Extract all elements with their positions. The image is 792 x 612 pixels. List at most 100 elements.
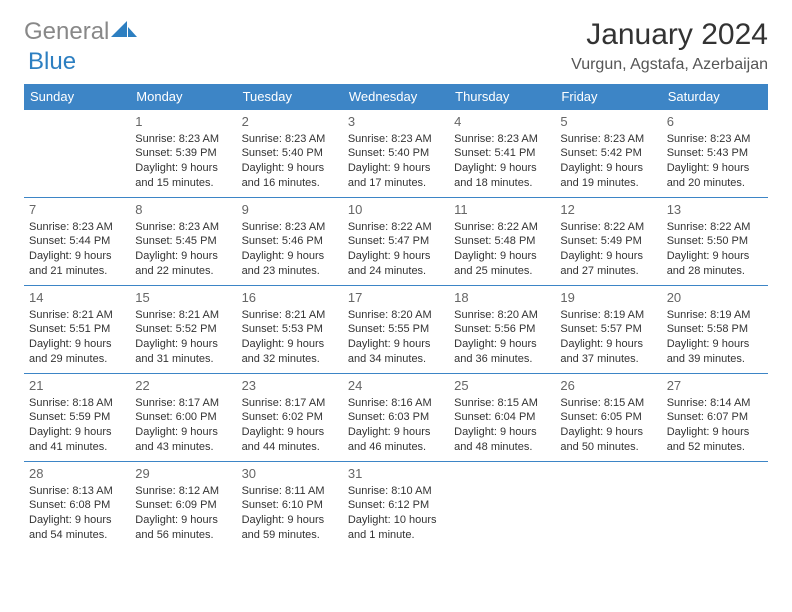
logo-text-blue: Blue <box>28 48 76 75</box>
daylight-text: Daylight: 9 hours <box>29 249 125 264</box>
location: Vurgun, Agstafa, Azerbaijan <box>571 56 768 74</box>
sunset-text: Sunset: 5:40 PM <box>348 146 444 161</box>
calendar-day-cell: 7Sunrise: 8:23 AMSunset: 5:44 PMDaylight… <box>24 198 130 286</box>
sunset-text: Sunset: 5:50 PM <box>667 234 763 249</box>
calendar-day-cell: 9Sunrise: 8:23 AMSunset: 5:46 PMDaylight… <box>237 198 343 286</box>
daylight-text: Daylight: 9 hours <box>242 425 338 440</box>
sunrise-text: Sunrise: 8:22 AM <box>348 220 444 235</box>
day-number: 4 <box>454 113 550 131</box>
day-number: 3 <box>348 113 444 131</box>
sunset-text: Sunset: 5:45 PM <box>135 234 231 249</box>
daylight-text: Daylight: 9 hours <box>348 425 444 440</box>
daylight-text: and 37 minutes. <box>560 352 656 367</box>
daylight-text: Daylight: 9 hours <box>242 249 338 264</box>
calendar-day-cell: 23Sunrise: 8:17 AMSunset: 6:02 PMDayligh… <box>237 374 343 462</box>
calendar-week-row: 14Sunrise: 8:21 AMSunset: 5:51 PMDayligh… <box>24 286 768 374</box>
sunrise-text: Sunrise: 8:22 AM <box>454 220 550 235</box>
daylight-text: Daylight: 9 hours <box>667 425 763 440</box>
calendar-day-cell: 16Sunrise: 8:21 AMSunset: 5:53 PMDayligh… <box>237 286 343 374</box>
sunset-text: Sunset: 5:39 PM <box>135 146 231 161</box>
daylight-text: and 54 minutes. <box>29 528 125 543</box>
sunrise-text: Sunrise: 8:10 AM <box>348 484 444 499</box>
daylight-text: and 56 minutes. <box>135 528 231 543</box>
sunset-text: Sunset: 6:00 PM <box>135 410 231 425</box>
sunset-text: Sunset: 6:05 PM <box>560 410 656 425</box>
sunrise-text: Sunrise: 8:20 AM <box>454 308 550 323</box>
daylight-text: and 1 minute. <box>348 528 444 543</box>
title-block: January 2024 Vurgun, Agstafa, Azerbaijan <box>571 18 768 74</box>
sunrise-text: Sunrise: 8:19 AM <box>667 308 763 323</box>
sunset-text: Sunset: 5:51 PM <box>29 322 125 337</box>
daylight-text: and 32 minutes. <box>242 352 338 367</box>
day-number: 20 <box>667 289 763 307</box>
daylight-text: Daylight: 9 hours <box>29 337 125 352</box>
day-number: 13 <box>667 201 763 219</box>
sunrise-text: Sunrise: 8:23 AM <box>242 132 338 147</box>
sunset-text: Sunset: 5:49 PM <box>560 234 656 249</box>
day-number: 30 <box>242 465 338 483</box>
calendar-day-cell: 15Sunrise: 8:21 AMSunset: 5:52 PMDayligh… <box>130 286 236 374</box>
day-number: 8 <box>135 201 231 219</box>
daylight-text: Daylight: 9 hours <box>348 337 444 352</box>
sunset-text: Sunset: 6:10 PM <box>242 498 338 513</box>
calendar-day-cell: 18Sunrise: 8:20 AMSunset: 5:56 PMDayligh… <box>449 286 555 374</box>
sunrise-text: Sunrise: 8:22 AM <box>560 220 656 235</box>
logo: General <box>24 18 137 46</box>
daylight-text: and 21 minutes. <box>29 264 125 279</box>
daylight-text: Daylight: 9 hours <box>135 337 231 352</box>
daylight-text: Daylight: 9 hours <box>135 249 231 264</box>
weekday-header: Monday <box>130 84 236 110</box>
calendar-day-cell <box>555 462 661 550</box>
month-title: January 2024 <box>571 18 768 52</box>
sunset-text: Sunset: 5:43 PM <box>667 146 763 161</box>
day-number: 6 <box>667 113 763 131</box>
day-number: 25 <box>454 377 550 395</box>
logo-blue-wrap: Blue <box>28 48 76 76</box>
calendar-week-row: 28Sunrise: 8:13 AMSunset: 6:08 PMDayligh… <box>24 462 768 550</box>
daylight-text: Daylight: 9 hours <box>29 513 125 528</box>
daylight-text: and 36 minutes. <box>454 352 550 367</box>
sunset-text: Sunset: 5:55 PM <box>348 322 444 337</box>
sunrise-text: Sunrise: 8:20 AM <box>348 308 444 323</box>
day-number: 29 <box>135 465 231 483</box>
daylight-text: and 43 minutes. <box>135 440 231 455</box>
day-number: 31 <box>348 465 444 483</box>
daylight-text: and 31 minutes. <box>135 352 231 367</box>
day-number: 9 <box>242 201 338 219</box>
calendar-page: General January 2024 Vurgun, Agstafa, Az… <box>0 0 792 567</box>
day-number: 18 <box>454 289 550 307</box>
daylight-text: Daylight: 9 hours <box>29 425 125 440</box>
daylight-text: and 44 minutes. <box>242 440 338 455</box>
weekday-header: Thursday <box>449 84 555 110</box>
day-number: 21 <box>29 377 125 395</box>
calendar-day-cell: 27Sunrise: 8:14 AMSunset: 6:07 PMDayligh… <box>662 374 768 462</box>
sunset-text: Sunset: 5:40 PM <box>242 146 338 161</box>
daylight-text: and 23 minutes. <box>242 264 338 279</box>
sunset-text: Sunset: 5:41 PM <box>454 146 550 161</box>
daylight-text: Daylight: 9 hours <box>454 249 550 264</box>
day-number: 12 <box>560 201 656 219</box>
weekday-header: Wednesday <box>343 84 449 110</box>
calendar-day-cell: 30Sunrise: 8:11 AMSunset: 6:10 PMDayligh… <box>237 462 343 550</box>
sunrise-text: Sunrise: 8:21 AM <box>242 308 338 323</box>
daylight-text: and 16 minutes. <box>242 176 338 191</box>
logo-sail-icon <box>111 18 137 46</box>
sunset-text: Sunset: 5:57 PM <box>560 322 656 337</box>
day-number: 19 <box>560 289 656 307</box>
day-number: 24 <box>348 377 444 395</box>
calendar-day-cell: 28Sunrise: 8:13 AMSunset: 6:08 PMDayligh… <box>24 462 130 550</box>
daylight-text: and 20 minutes. <box>667 176 763 191</box>
calendar-week-row: 1Sunrise: 8:23 AMSunset: 5:39 PMDaylight… <box>24 110 768 198</box>
calendar-day-cell: 20Sunrise: 8:19 AMSunset: 5:58 PMDayligh… <box>662 286 768 374</box>
daylight-text: and 52 minutes. <box>667 440 763 455</box>
day-number: 7 <box>29 201 125 219</box>
weekday-header: Saturday <box>662 84 768 110</box>
sunrise-text: Sunrise: 8:18 AM <box>29 396 125 411</box>
daylight-text: Daylight: 9 hours <box>560 161 656 176</box>
day-number: 14 <box>29 289 125 307</box>
sunset-text: Sunset: 6:02 PM <box>242 410 338 425</box>
daylight-text: Daylight: 9 hours <box>560 425 656 440</box>
day-number: 2 <box>242 113 338 131</box>
day-number: 15 <box>135 289 231 307</box>
day-number: 28 <box>29 465 125 483</box>
